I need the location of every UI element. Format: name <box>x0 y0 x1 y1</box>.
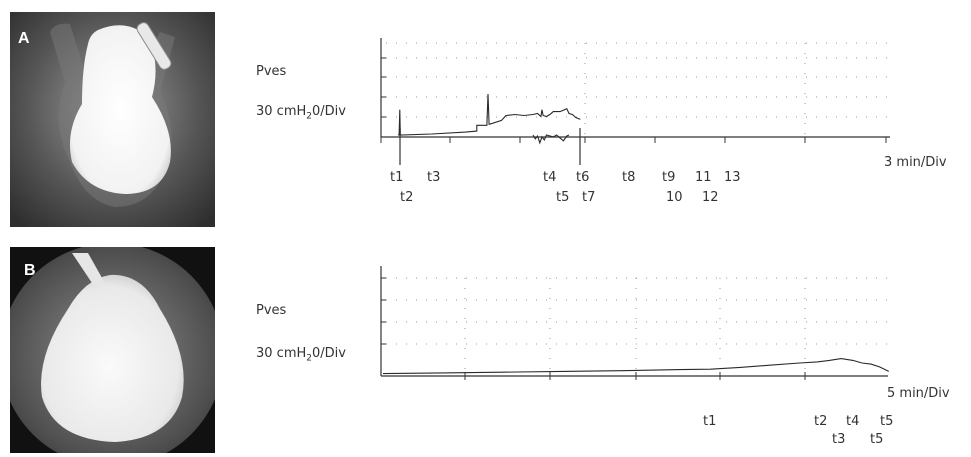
trace-line-a-1 <box>398 93 581 136</box>
event-label-t8-a: t8 <box>622 170 636 185</box>
event-label-t3-b: t3 <box>832 432 846 447</box>
time-scale-label-b: 5 min/Div <box>887 386 950 401</box>
event-label-t1-b: t1 <box>703 414 717 429</box>
event-label-t6-a: t6 <box>576 170 590 185</box>
event-label-10-a: 10 <box>666 190 683 205</box>
xray-image-a <box>10 12 215 227</box>
event-label-t3-a: t3 <box>427 170 441 185</box>
event-label-t7-a: t7 <box>582 190 596 205</box>
panel-label-a: A <box>18 30 30 47</box>
trace-line-b-1 <box>382 358 890 375</box>
event-label-t2-a: t2 <box>400 190 414 205</box>
time-scale-label-a: 3 min/Div <box>884 155 947 170</box>
event-label-t4-a: t4 <box>543 170 557 185</box>
trace-line-a-2 <box>532 134 570 145</box>
scale-label-a: 30 cmH20/Div <box>256 104 346 122</box>
event-label-t5-a: t5 <box>556 190 570 205</box>
panel-label-b: B <box>24 262 36 279</box>
pressure-label-a: Pves <box>256 64 287 79</box>
event-label-t5-b: t5 <box>880 414 894 429</box>
xray-image-b <box>10 247 215 453</box>
event-label-t5b-b: t5 <box>870 432 884 447</box>
event-label-t9-a: t9 <box>662 170 676 185</box>
event-label-t2-b: t2 <box>814 414 828 429</box>
event-label-t4-b: t4 <box>846 414 860 429</box>
event-label-12-a: 12 <box>702 190 719 205</box>
event-label-11-a: 11 <box>695 170 712 185</box>
scale-label-b: 30 cmH20/Div <box>256 346 346 364</box>
pressure-label-b: Pves <box>256 303 287 318</box>
event-label-t1-a: t1 <box>390 170 404 185</box>
event-label-13-a: 13 <box>724 170 741 185</box>
